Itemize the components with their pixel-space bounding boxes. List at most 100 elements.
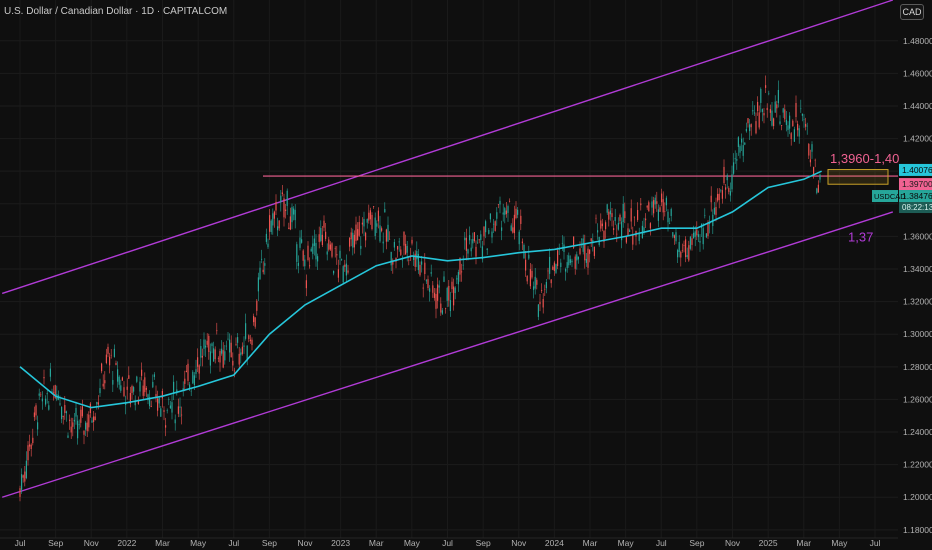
candle-body	[411, 239, 413, 244]
candle-body	[798, 128, 800, 137]
candle-body	[313, 238, 315, 246]
candle-body	[704, 215, 706, 217]
candle-body	[478, 239, 480, 241]
candle-body	[320, 227, 322, 241]
price-tag-bg	[899, 190, 932, 203]
candle-body	[741, 138, 743, 143]
x-axis-tick-label: May	[831, 538, 848, 548]
candle-body	[237, 337, 239, 343]
candle-body	[806, 125, 808, 127]
candle-body	[557, 250, 559, 267]
candle-body	[262, 269, 264, 273]
channel-lower-line	[1, 211, 894, 498]
candle-body	[72, 422, 74, 427]
candle-body	[438, 285, 440, 288]
candle-body	[453, 286, 455, 306]
x-axis-tick-label: Sep	[48, 538, 63, 548]
candle-body	[275, 201, 277, 211]
candle-body	[681, 250, 683, 252]
candle-body	[736, 159, 738, 161]
candle-body	[48, 405, 50, 410]
channel-upper-line	[1, 0, 894, 295]
candle-body	[62, 415, 64, 418]
candle-body	[297, 262, 299, 266]
candle-body	[29, 444, 31, 447]
candle-body	[467, 249, 469, 254]
candle-body	[752, 110, 754, 112]
candle-body	[446, 287, 448, 301]
candle-body	[93, 416, 95, 422]
candle-body	[609, 210, 611, 215]
candle-body	[472, 238, 474, 244]
candle-body	[606, 204, 608, 213]
candle-body	[470, 247, 472, 252]
candle-body	[643, 227, 645, 232]
candle-body	[179, 406, 181, 408]
candle-body	[425, 280, 427, 282]
candle-body	[105, 354, 107, 364]
candle-body	[749, 124, 751, 132]
candle-body	[294, 209, 296, 221]
candle-body	[582, 238, 584, 252]
candle-body	[206, 340, 208, 345]
candle-body	[222, 350, 224, 368]
candle-body	[99, 388, 101, 394]
candle-body	[725, 187, 727, 190]
candle-body	[803, 119, 805, 121]
candle-body	[192, 371, 194, 384]
candle-body	[536, 279, 538, 285]
candle-body	[638, 233, 640, 241]
x-axis-tick-label: Sep	[262, 538, 277, 548]
candle-body	[398, 241, 400, 243]
candle-body	[358, 222, 360, 236]
candle-body	[368, 212, 370, 221]
candle-body	[769, 109, 771, 113]
candle-body	[456, 278, 458, 280]
candle-body	[584, 244, 586, 261]
countdown-tag-value: 08:22:13	[902, 203, 932, 212]
candle-body	[654, 197, 656, 205]
candle-body	[430, 272, 432, 274]
chart-title: U.S. Dollar / Canadian Dollar · 1D · CAP…	[4, 6, 228, 17]
candle-body	[323, 220, 325, 228]
candle-body	[325, 231, 327, 239]
candle-body	[38, 393, 40, 396]
candle-body	[73, 419, 75, 422]
candle-body	[32, 437, 34, 444]
candle-body	[25, 460, 27, 479]
candle-body	[280, 195, 282, 203]
candle-body	[526, 275, 528, 282]
candle-body	[629, 230, 631, 232]
candle-body	[678, 241, 680, 253]
x-axis-tick-label: Jul	[870, 538, 881, 548]
candle-body	[269, 215, 271, 232]
currency-button[interactable]: CAD	[900, 4, 924, 20]
candle-body	[241, 346, 243, 354]
x-axis-tick-label: Sep	[689, 538, 704, 548]
candle-body	[437, 284, 439, 301]
candle-body	[243, 345, 245, 347]
candle-body	[289, 216, 291, 230]
candle-body	[520, 215, 522, 224]
candle-body	[744, 142, 746, 145]
candle-body	[489, 213, 491, 220]
candle-body	[342, 266, 344, 283]
moving-average-line	[19, 170, 822, 409]
candle-body	[683, 245, 685, 246]
candle-body	[19, 488, 21, 497]
candle-body	[265, 233, 267, 242]
candle-body	[577, 256, 579, 260]
candle-body	[69, 419, 71, 421]
candle-body	[128, 375, 130, 379]
candle-body	[595, 217, 597, 219]
candle-body	[40, 394, 42, 396]
candle-body	[240, 352, 242, 356]
candle-body	[733, 162, 735, 174]
candle-body	[45, 398, 47, 405]
candle-body	[248, 335, 250, 340]
candle-body	[600, 220, 602, 229]
candle-body	[37, 422, 39, 430]
candle-body	[272, 213, 274, 226]
candle-body	[616, 233, 618, 235]
